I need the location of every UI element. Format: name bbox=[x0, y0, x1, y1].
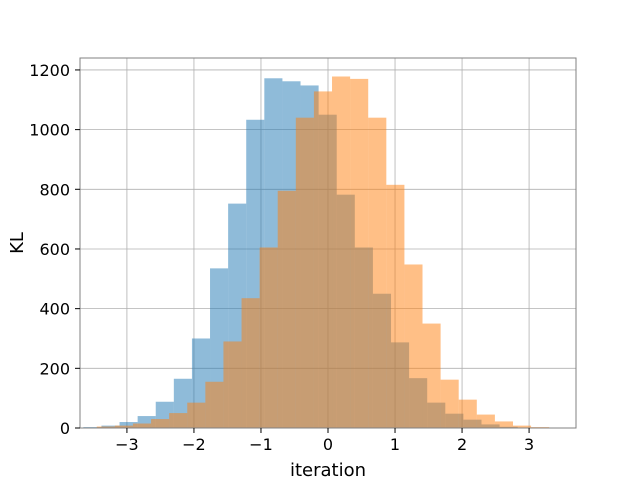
x-tick-label: −1 bbox=[249, 435, 273, 454]
histogram-bar bbox=[169, 413, 188, 428]
histogram-bar bbox=[386, 184, 405, 428]
x-tick-label: 1 bbox=[390, 435, 400, 454]
histogram-bar bbox=[241, 298, 260, 428]
histogram-bar bbox=[350, 78, 369, 429]
x-axis-label: iteration bbox=[290, 460, 366, 480]
x-tick-label: −2 bbox=[182, 435, 206, 454]
histogram-bar bbox=[440, 379, 459, 428]
histogram-bar bbox=[368, 117, 387, 428]
histogram-series-2 bbox=[96, 76, 550, 429]
histogram-bar bbox=[114, 425, 133, 428]
histogram-bar bbox=[404, 264, 423, 428]
x-tick-label: 0 bbox=[323, 435, 333, 454]
axis-ticks: −3 −2 −1 0 1 2 3 0 200 400 600 800 1000 1200 bbox=[29, 61, 534, 454]
y-tick-label: 200 bbox=[39, 359, 70, 378]
x-tick-label: 3 bbox=[524, 435, 534, 454]
histogram-bar bbox=[137, 416, 156, 428]
x-tick-label: 2 bbox=[457, 435, 467, 454]
histogram-bar bbox=[119, 422, 138, 428]
histogram-bar bbox=[494, 421, 513, 428]
histogram-bar bbox=[422, 323, 441, 428]
histogram-bars bbox=[83, 76, 550, 429]
y-tick-label: 400 bbox=[39, 300, 70, 319]
y-tick-label: 1200 bbox=[29, 61, 70, 80]
histogram-bar bbox=[458, 399, 477, 428]
histogram-bar bbox=[277, 190, 296, 428]
histogram-bar bbox=[205, 381, 224, 428]
histogram-bar bbox=[295, 117, 314, 428]
y-tick-label: 600 bbox=[39, 240, 70, 259]
histogram-bar bbox=[259, 247, 278, 428]
histogram-bar bbox=[512, 425, 532, 428]
histogram-bar bbox=[187, 402, 206, 428]
y-tick-label: 1000 bbox=[29, 121, 70, 140]
y-tick-label: 0 bbox=[60, 419, 70, 438]
histogram-bar bbox=[223, 341, 242, 428]
histogram-bar bbox=[332, 76, 351, 428]
histogram-bar bbox=[132, 423, 152, 428]
x-tick-label: −3 bbox=[115, 435, 139, 454]
histogram-bar bbox=[313, 91, 333, 428]
histogram-bar bbox=[96, 426, 115, 428]
histogram-bar bbox=[151, 419, 170, 428]
y-axis-label: KL bbox=[7, 232, 28, 254]
histogram-bar bbox=[476, 414, 495, 428]
y-tick-label: 800 bbox=[39, 180, 70, 199]
